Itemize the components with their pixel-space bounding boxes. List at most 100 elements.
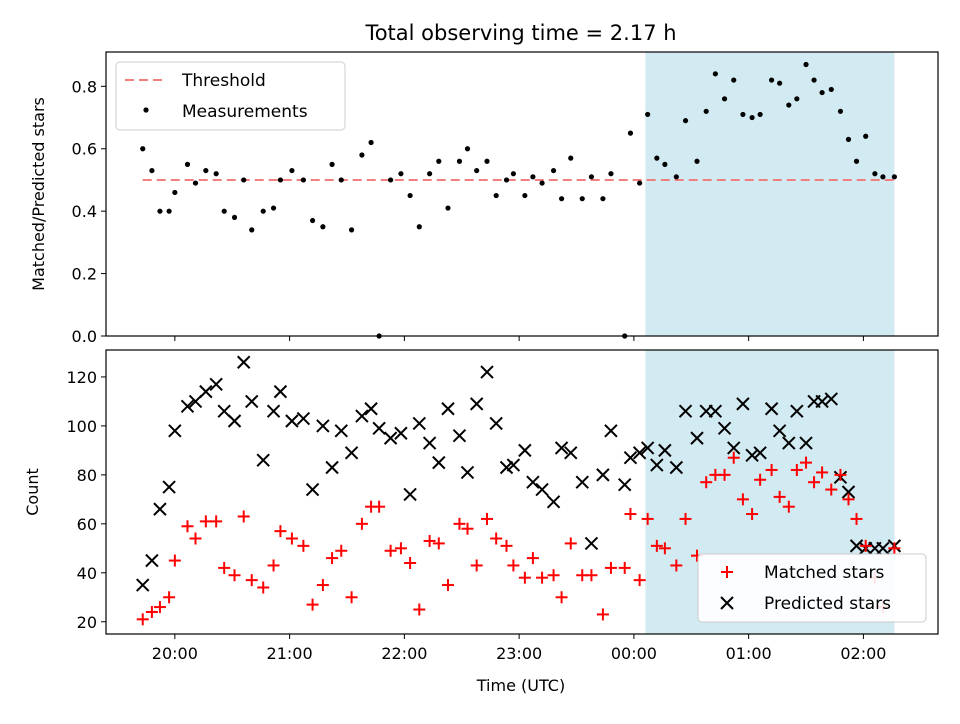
matched-point [245,574,258,587]
predicted-point [217,404,231,418]
measurement-point [588,174,595,180]
predicted-point [394,426,408,440]
predicted-point [334,424,348,438]
predicted-point [469,397,484,411]
matched-point [168,554,181,567]
measurement-point [872,171,878,177]
bottom-y-tick-label: 80 [77,466,97,485]
top-y-tick-label: 0.6 [72,140,97,159]
bottom-axes-frame [105,349,939,635]
predicted-point [824,392,838,406]
predicted-point [596,468,610,482]
predicted-point [782,436,796,450]
matched-point [181,520,194,533]
matched-point [800,456,813,469]
predicted-point [316,419,330,433]
measurement-points [140,61,897,339]
predicted-point [546,495,561,509]
predicted-point [489,416,503,431]
matched-point [145,605,158,618]
predicted-point [554,441,569,455]
predicted-point [564,446,578,460]
measurement-point [662,161,668,167]
top-y-tick-label: 0.0 [72,327,97,346]
measurement-point [712,71,718,77]
matched-point [423,534,436,547]
measurement-point [368,139,374,146]
predicted-point [355,409,369,423]
predicted-point [640,441,655,455]
matched-point [470,559,483,572]
top-legend-box [115,61,346,131]
predicted-point [305,482,320,497]
measurement-point [184,161,191,167]
legend-matched-label: Matched stars [764,563,884,583]
matched-point [765,463,778,476]
measurement-point [464,146,471,152]
matched-point [825,483,838,496]
measurement-point [757,111,763,118]
top-y-tick-label: 0.2 [72,265,97,284]
measurement-point [427,171,433,177]
matched-point [624,508,637,521]
predicted-point [799,436,813,450]
measurement-point [249,227,255,233]
measurement-point [539,180,545,186]
predicted-point [764,402,779,416]
top-y-ticks: 0.0 0.2 0.4 0.6 0.8 [72,77,106,346]
bottom-x-tick-label: 02:00 [840,644,886,663]
bottom-x-tick-label: 21:00 [267,644,313,663]
predicted-point [841,485,856,499]
measurement-point [289,167,295,174]
measurement-point [845,136,852,142]
legend-predicted-label: Predicted stars [764,594,891,614]
matched-point [441,579,454,592]
matched-point [199,515,212,528]
measurement-point [694,158,700,164]
measurement-point [309,217,316,224]
matched-point [257,581,270,594]
matched-point [453,517,466,530]
predicted-point [188,394,203,409]
measurement-point [837,108,844,114]
measurement-point [260,208,266,214]
matched-point [596,608,609,621]
matched-point [461,522,474,535]
matched-point [536,571,549,584]
matched-point [859,539,872,552]
matched-point [507,559,520,572]
matched-point [218,561,231,574]
predicted-point [460,465,475,480]
predicted-point [708,404,723,418]
bottom-x-tick-label: 01:00 [726,644,772,663]
matched-point [500,539,513,552]
predicted-point [162,480,176,494]
predicted-point [790,404,804,418]
predicted-point [632,446,647,460]
measurement-point [828,86,834,93]
predicted-point [727,441,741,455]
matched-point [585,569,598,582]
measurement-point [558,196,565,202]
measurement-point [627,130,634,136]
measurement-point [786,102,792,108]
measurement-point [407,192,413,199]
measurement-point [880,174,886,180]
ratio-panel: Total observing time = 2.17 h 0.00.20.40… [29,21,939,346]
predicted-point [518,443,532,458]
predicted-point [237,355,251,369]
predicted-point [772,424,787,438]
matched-point [267,559,280,572]
measurement-point [348,227,355,233]
measurement-point [510,171,516,177]
matched-point [345,591,358,604]
predicted-point [266,404,281,418]
measurement-point [445,205,451,211]
matched-point [480,512,493,525]
predicted-point [535,482,549,497]
matched-point [153,601,166,614]
matched-point [754,473,767,486]
measurement-point [172,189,178,196]
predicted-point [623,451,638,465]
measurement-point [192,180,199,186]
